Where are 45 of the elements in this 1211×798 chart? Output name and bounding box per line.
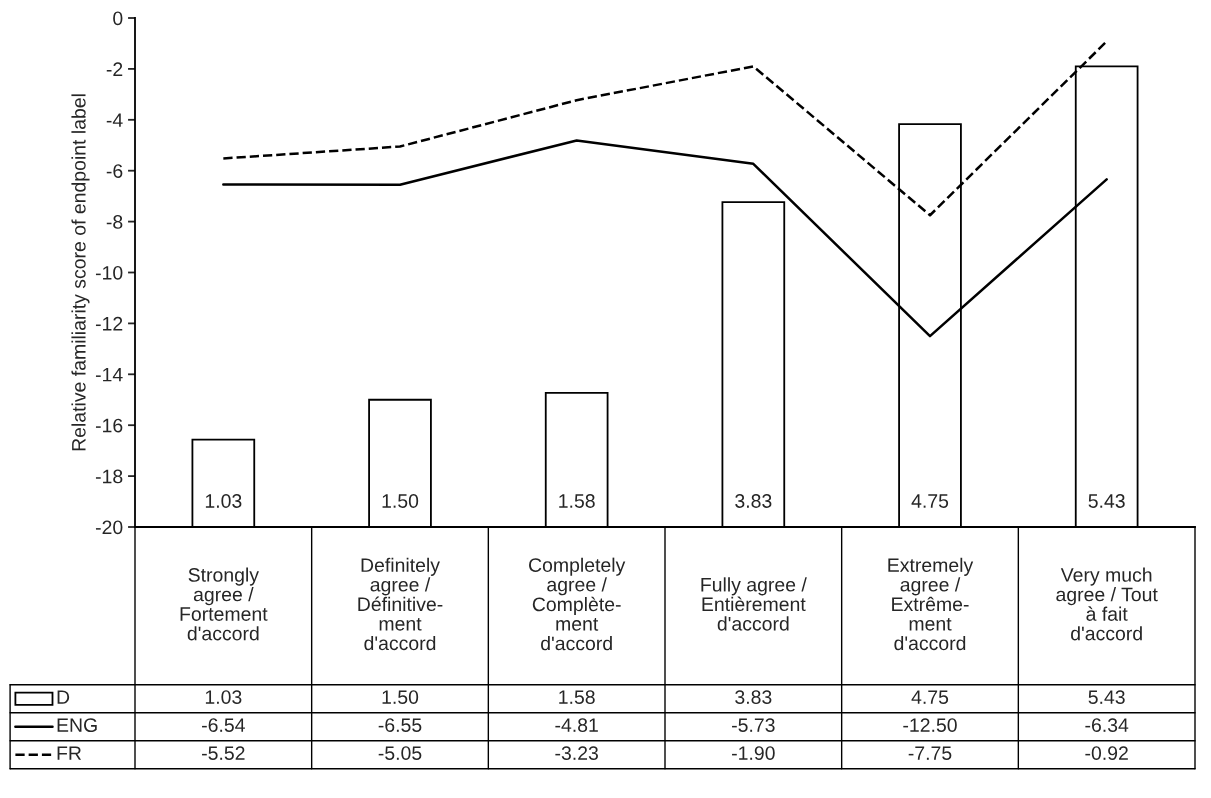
- x-tick-label: Fully agree / Entièrement d'accord: [701, 577, 807, 631]
- x-tick-label: Very much agree / Tout à fait d'accord: [1056, 567, 1158, 641]
- data-label: -3.23: [555, 746, 598, 760]
- data-label: -0.92: [1085, 746, 1128, 760]
- data-label: 1.50: [382, 690, 419, 705]
- data-label: -4.81: [555, 718, 598, 732]
- data-label: -12.50: [903, 718, 957, 732]
- y-tick-label: -6: [106, 164, 123, 178]
- y-tick-label: -4: [106, 113, 123, 127]
- data-label: -7.75: [908, 746, 952, 760]
- x-tick-label: Extremely agree / Extrême- ment d'accord: [888, 557, 974, 651]
- y-axis-title: Relative familiarity score of endpoint label: [71, 94, 90, 451]
- y-tick-label: -12: [95, 316, 123, 331]
- y-tick-label: -10: [95, 265, 123, 280]
- text: 1.50: [382, 494, 419, 508]
- y-tick-label: -8: [106, 215, 123, 229]
- data-label: -5.73: [732, 718, 775, 732]
- y-tick-label: -20: [95, 520, 123, 535]
- y-tick-label: 0: [113, 11, 123, 26]
- text: 1.58: [559, 494, 595, 508]
- text: 4.75: [911, 494, 949, 508]
- data-label: -6.54: [202, 718, 245, 732]
- data-label: -1.90: [732, 746, 775, 760]
- text: 1.03: [205, 494, 242, 508]
- data-label: -6.34: [1085, 718, 1129, 732]
- legend-label: ENG: [57, 718, 97, 732]
- data-label: -6.55: [378, 718, 422, 732]
- data-label: -5.05: [378, 746, 422, 760]
- legend-label: FR: [57, 746, 82, 760]
- y-tick-label: -18: [95, 469, 123, 484]
- text: 3.83: [735, 494, 772, 508]
- y-tick-label: -14: [95, 367, 123, 382]
- x-tick-label: Definitely agree / Définitive- ment d'accord: [358, 557, 443, 651]
- data-label: 1.03: [205, 690, 242, 705]
- data-label: 5.43: [1088, 690, 1125, 705]
- x-tick-label: Completely agree / Complète- ment d'accord: [529, 557, 626, 651]
- data-label: 1.58: [559, 690, 595, 705]
- data-label: 4.75: [911, 690, 949, 705]
- y-tick-label: -16: [95, 418, 123, 433]
- data-label: 3.83: [735, 690, 772, 705]
- legend-label: D: [57, 690, 70, 704]
- text: 5.43: [1088, 494, 1125, 508]
- x-tick-label: Strongly agree / Fortement d'accord: [180, 567, 268, 641]
- data-label: -5.52: [202, 746, 245, 760]
- y-tick-label: -2: [106, 62, 123, 76]
